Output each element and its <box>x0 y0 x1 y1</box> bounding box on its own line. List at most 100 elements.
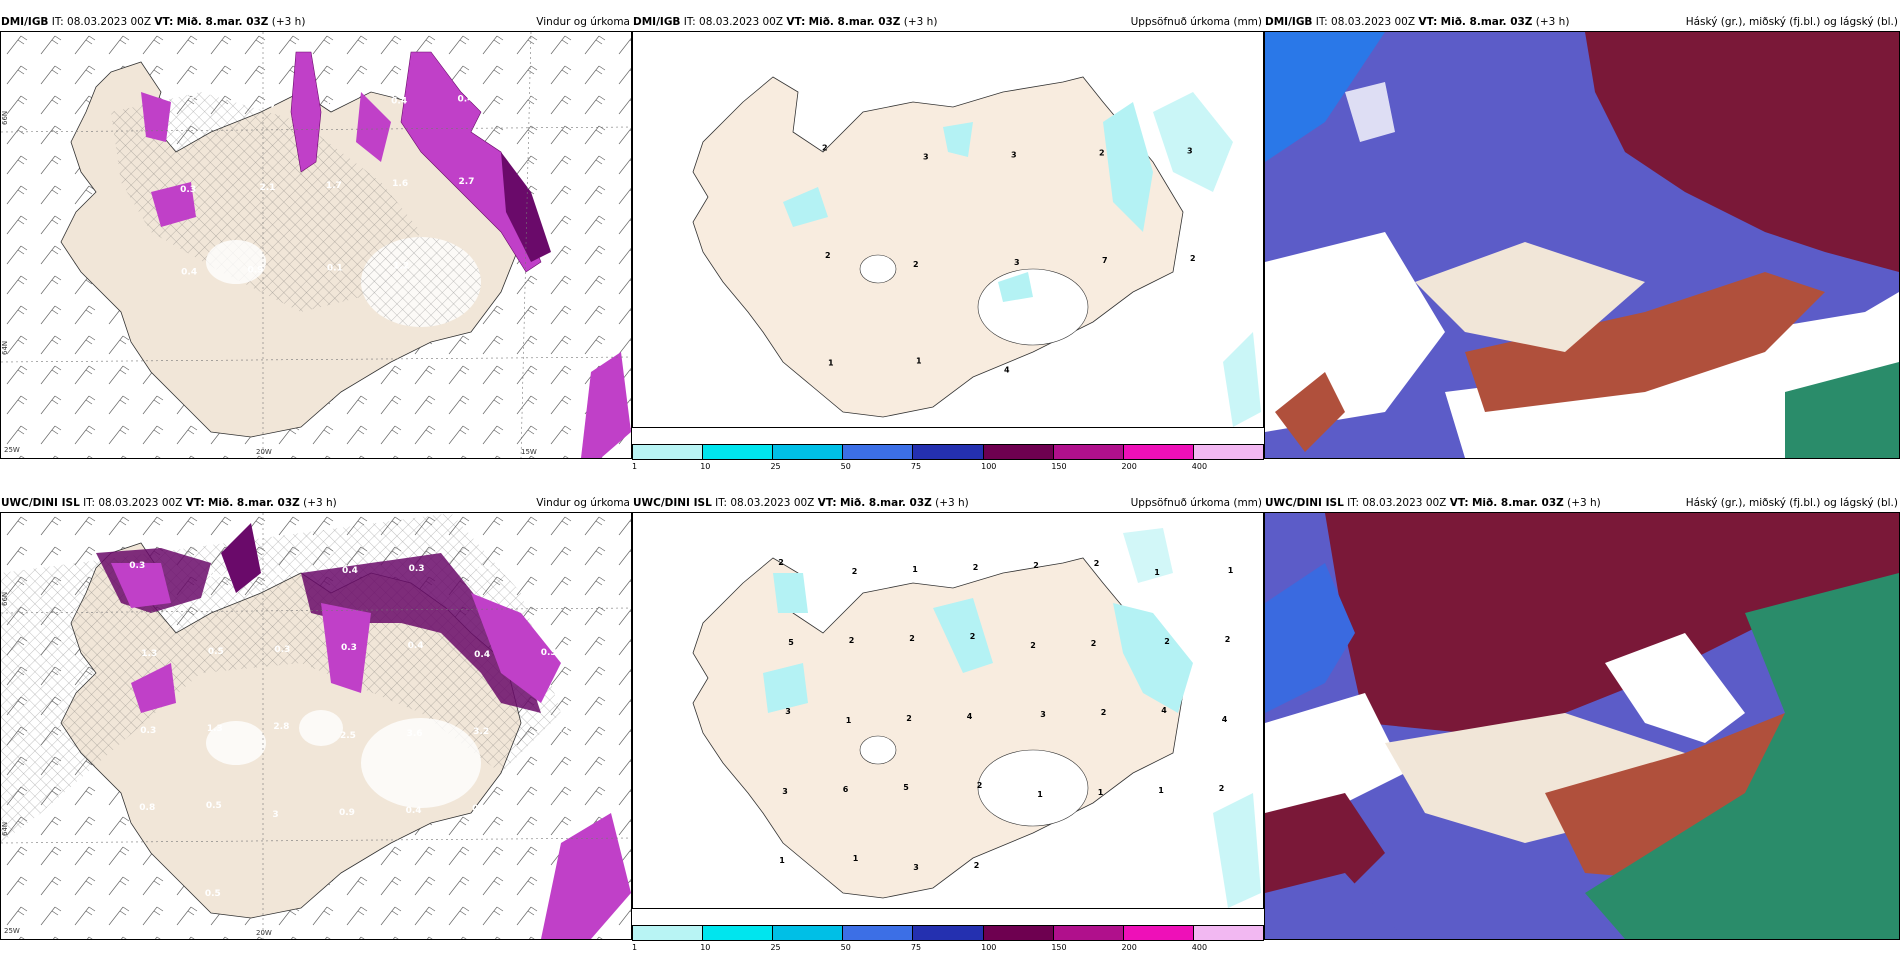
colorbar-tick-label: 100 <box>981 943 997 952</box>
map-value-label: 0.3 <box>129 561 145 571</box>
lat-label: 66N <box>1 592 9 606</box>
map-value-label: 1.2 <box>393 261 409 271</box>
map-value-label: 2 <box>822 143 828 152</box>
accum-value-labels: 2 3 3 2 3 2 2 3 7 2 1 1 4 <box>822 143 1196 374</box>
map-value-label: 1 <box>912 565 918 574</box>
accum-precip-map: 2 3 3 2 3 2 2 3 7 2 1 1 4 <box>692 76 1261 427</box>
colorbar-swatch <box>703 445 774 459</box>
map-value-label: 6 <box>843 785 849 794</box>
map-value-label: 3 <box>1014 258 1020 267</box>
map-value-label: 1 <box>1037 790 1043 799</box>
map-value-label: 0.4 <box>524 93 540 103</box>
map-value-label: 2 <box>1164 637 1170 646</box>
map-value-label: 1 <box>916 357 922 366</box>
lat-label: 66N <box>1 111 9 125</box>
map-value-label: 0.3 <box>180 185 196 195</box>
map-value-label: 2 <box>1101 708 1107 717</box>
colorbar-tick-label: 75 <box>910 943 922 952</box>
panel-dmi-clouds: DMI/IGB IT: 08.03.2023 00Z VT: Mið. 8.ma… <box>1264 15 1900 465</box>
map-value-label: 2 <box>1190 254 1196 263</box>
map-value-label: 2 <box>825 251 831 260</box>
map-value-label: 4 <box>1004 366 1010 375</box>
colorbar-tick-label: 1 <box>632 943 638 952</box>
map-value-label: 2 <box>970 632 976 641</box>
colorbar: 1 10 25 50 75 100 150 200 400 <box>632 925 1264 955</box>
panel-uwc-clouds: UWC/DINI ISL IT: 08.03.2023 00Z VT: Mið.… <box>1264 496 1900 946</box>
map-value-label: 0.9 <box>248 265 264 275</box>
colorbar-swatch <box>843 445 914 459</box>
cloud-cover-map <box>1265 513 1899 939</box>
map-value-label: 2 <box>977 781 983 790</box>
map-frame <box>1264 512 1900 940</box>
map-value-label: 0.3 <box>409 564 425 574</box>
map-value-label: 2 <box>1091 639 1097 648</box>
map-value-label: 2 <box>1094 559 1100 568</box>
lat-label: 64N <box>1 341 9 355</box>
map-value-label: 1 <box>828 359 834 368</box>
map-frame: 2 3 3 2 3 2 2 3 7 2 1 1 4 <box>632 31 1264 428</box>
colorbar-swatch <box>1053 926 1124 940</box>
lon-label: 20W <box>256 448 272 456</box>
map-value-label: 2 <box>909 634 915 643</box>
map-value-label: 2 <box>973 563 979 572</box>
map-value-label: 0.4 <box>406 806 422 816</box>
map-value-label: 2 <box>849 636 855 645</box>
map-value-label: 1.6 <box>392 179 408 189</box>
map-value-label: 0.4 <box>408 641 424 651</box>
map-frame: 2 2 1 2 2 2 1 1 5 2 2 2 2 2 2 2 3 1 2 4 3 2 4 4 3 6 5 2 1 1 1 2 1 1 3 2 <box>632 512 1264 909</box>
map-value-label: 3.2 <box>473 727 489 737</box>
colorbar-tick-label: 200 <box>1121 462 1137 471</box>
map-value-label: 2 <box>1030 641 1036 650</box>
map-value-label: 0.9 <box>339 808 355 818</box>
lon-label: 15W <box>521 448 537 456</box>
map-value-label: 7 <box>1102 256 1108 265</box>
map-value-label: 3 <box>1011 150 1017 159</box>
map-value-label: 2 <box>913 260 919 269</box>
map-value-label: 1 <box>1158 786 1164 795</box>
panel-title: DMI/IGB IT: 08.03.2023 00Z VT: Mið. 8.ma… <box>1 16 630 28</box>
colorbar-tick-label: 50 <box>840 943 851 952</box>
map-value-label: 4 <box>1222 715 1228 724</box>
map-value-label: 0.3 <box>341 643 357 653</box>
lat-label: 64N <box>1 822 9 836</box>
colorbar-swatch <box>633 445 704 459</box>
cloud-cover-map <box>1265 32 1899 458</box>
precip-value-labels: 0.3 1.4 1.2 0.4 0.4 0.4 0.3 2.1 1.7 1.6 2.7 0.1 0.4 0… <box>179 92 541 278</box>
map-value-label: 0.3 <box>275 568 291 578</box>
map-value-label: 5 <box>903 783 909 792</box>
map-value-label: 0.2 <box>472 804 488 814</box>
wind-precip-map: 66N 64N 25W 20W 0.3 0.2 0.3 0.4 0.3 0.4 0.2 1.3… <box>1 513 631 939</box>
colorbar-tick-label: 400 <box>1191 943 1208 952</box>
colorbar-swatch <box>1123 926 1194 940</box>
panel-uwc-wind: UWC/DINI ISL IT: 08.03.2023 00Z VT: Mið.… <box>0 496 632 946</box>
map-value-label: 0.1 <box>525 175 541 185</box>
map-value-label: 3 <box>1187 146 1193 155</box>
panel-title: UWC/DINI ISL IT: 08.03.2023 00Z VT: Mið.… <box>1 497 630 509</box>
colorbar-tick-label: 1 <box>632 462 638 471</box>
colorbar-tick-label: 200 <box>1121 943 1137 952</box>
colorbar-swatch <box>703 926 774 940</box>
map-value-label: 0.2 <box>542 571 558 581</box>
map-value-label: 2.2 <box>553 725 569 735</box>
map-value-label: 1.2 <box>325 99 341 109</box>
map-value-label: 1.7 <box>552 802 568 812</box>
colorbar-tick-label: 10 <box>700 462 711 471</box>
map-value-label: 0.4 <box>474 650 490 660</box>
map-value-label: 0.4 <box>342 566 358 576</box>
map-value-label: 0.5 <box>206 801 222 811</box>
lon-label: 25W <box>4 446 20 454</box>
map-value-label: 0.5 <box>208 647 224 657</box>
lon-label: 20W <box>256 929 272 937</box>
map-value-label: 4 <box>967 712 973 721</box>
map-value-label: 0.4 <box>181 267 197 277</box>
map-value-label: 0.3 <box>541 648 557 658</box>
map-value-label: 0.3 <box>140 726 156 736</box>
map-value-label: 1 <box>853 854 859 863</box>
map-frame <box>1264 31 1900 459</box>
colorbar-tick-label: 400 <box>1191 462 1208 471</box>
colorbar-swatch <box>1193 445 1263 459</box>
colorbar-swatch <box>913 926 984 940</box>
map-value-label: 2 <box>778 558 784 567</box>
colorbar-swatch <box>983 926 1054 940</box>
wind-precip-map: 66N 64N 25W 20W 15W 0.31.4 1.2 0.4 0.4 0.40.… <box>1 32 631 458</box>
